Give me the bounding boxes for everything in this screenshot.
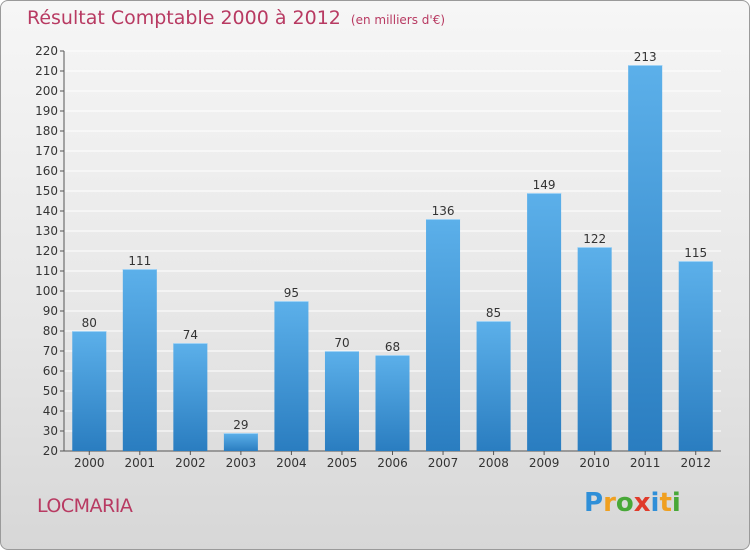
data-label: 111 bbox=[128, 254, 151, 268]
bar bbox=[223, 433, 258, 451]
y-tick-label: 210 bbox=[35, 64, 58, 78]
x-tick-label: 2002 bbox=[175, 456, 206, 470]
x-tick-label: 2001 bbox=[125, 456, 156, 470]
y-tick-label: 80 bbox=[43, 324, 58, 338]
y-tick-label: 190 bbox=[35, 104, 58, 118]
y-tick-label: 60 bbox=[43, 364, 58, 378]
y-tick-label: 30 bbox=[43, 424, 58, 438]
y-tick-label: 200 bbox=[35, 84, 58, 98]
logo-letter: i bbox=[671, 488, 681, 518]
y-tick-label: 50 bbox=[43, 384, 58, 398]
town-name: LOCMARIA bbox=[37, 495, 133, 517]
y-tick-label: 20 bbox=[43, 444, 58, 458]
x-tick-label: 2003 bbox=[226, 456, 257, 470]
y-tick-label: 90 bbox=[43, 304, 58, 318]
chart-unit: (en milliers d'€) bbox=[350, 13, 446, 27]
y-tick-label: 120 bbox=[35, 244, 58, 258]
y-tick-label: 170 bbox=[35, 144, 58, 158]
data-label: 115 bbox=[684, 246, 707, 260]
y-tick-label: 130 bbox=[35, 224, 58, 238]
bar bbox=[173, 343, 208, 451]
x-tick-label: 2008 bbox=[478, 456, 509, 470]
x-tick-label: 2011 bbox=[630, 456, 661, 470]
data-label: 213 bbox=[634, 50, 657, 64]
data-label: 122 bbox=[583, 232, 606, 246]
x-tick-label: 2007 bbox=[428, 456, 459, 470]
y-tick-label: 100 bbox=[35, 284, 58, 298]
data-label: 29 bbox=[233, 418, 248, 432]
bar bbox=[628, 65, 663, 451]
chart-title-text: Résultat Comptable 2000 à 2012 bbox=[27, 7, 341, 29]
chart-title: Résultat Comptable 2000 à 2012 (en millie… bbox=[27, 7, 445, 29]
y-tick-label: 40 bbox=[43, 404, 58, 418]
x-tick-label: 2006 bbox=[377, 456, 408, 470]
logo-letter: t bbox=[659, 488, 672, 518]
y-tick-label: 70 bbox=[43, 344, 58, 358]
data-label: 136 bbox=[432, 204, 455, 218]
y-tick-label: 110 bbox=[35, 264, 58, 278]
y-tick-label: 220 bbox=[35, 44, 58, 58]
logo-letter: r bbox=[603, 488, 616, 518]
y-tick-label: 150 bbox=[35, 184, 58, 198]
y-tick-label: 160 bbox=[35, 164, 58, 178]
x-tick-label: 2004 bbox=[276, 456, 307, 470]
data-label: 149 bbox=[533, 178, 556, 192]
data-label: 70 bbox=[334, 336, 349, 350]
bar bbox=[577, 247, 612, 451]
bar bbox=[122, 269, 157, 451]
bar bbox=[274, 301, 309, 451]
x-tick-label: 2012 bbox=[680, 456, 711, 470]
proxiti-logo: Proxiti bbox=[584, 488, 681, 518]
logo-letter: o bbox=[615, 488, 634, 518]
bar bbox=[324, 351, 359, 451]
bar bbox=[375, 355, 410, 451]
bar bbox=[72, 331, 107, 451]
x-tick-label: 2010 bbox=[579, 456, 610, 470]
bar bbox=[426, 219, 461, 451]
bar bbox=[476, 321, 511, 451]
logo-letter: i bbox=[650, 488, 660, 518]
bar bbox=[527, 193, 562, 451]
y-tick-label: 140 bbox=[35, 204, 58, 218]
x-tick-label: 2009 bbox=[529, 456, 560, 470]
y-tick-label: 180 bbox=[35, 124, 58, 138]
data-label: 95 bbox=[284, 286, 299, 300]
data-label: 74 bbox=[183, 328, 198, 342]
logo-letter: P bbox=[584, 488, 604, 518]
x-tick-label: 2000 bbox=[74, 456, 105, 470]
bar bbox=[678, 261, 713, 451]
data-label: 80 bbox=[82, 316, 97, 330]
data-label: 68 bbox=[385, 340, 400, 354]
data-label: 85 bbox=[486, 306, 501, 320]
logo-letter: x bbox=[633, 488, 651, 518]
x-tick-label: 2005 bbox=[327, 456, 358, 470]
